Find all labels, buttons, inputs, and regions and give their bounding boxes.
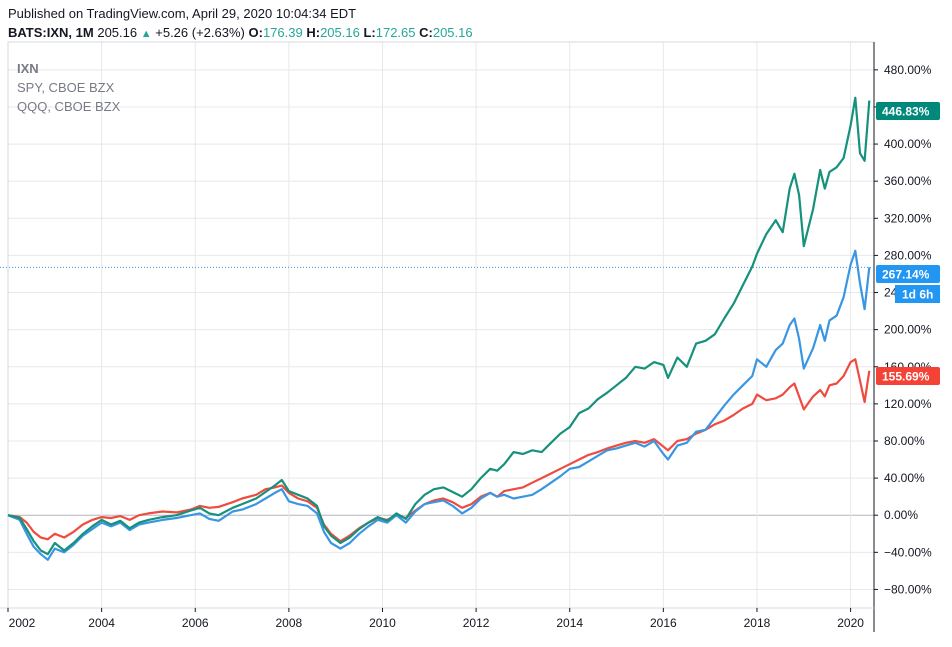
high-value: 205.16 bbox=[320, 25, 360, 40]
y-tick-label: 400.00% bbox=[884, 137, 932, 151]
y-tick-label: 80.00% bbox=[884, 434, 925, 448]
x-tick-label: 2006 bbox=[182, 616, 209, 630]
series-line-ixn[interactable] bbox=[7, 96, 871, 556]
chart-grid bbox=[7, 42, 874, 608]
price-change: +5.26 (+2.63%) bbox=[155, 25, 245, 40]
ixn-badge-bg bbox=[876, 102, 940, 120]
y-tick-label: 360.00% bbox=[884, 174, 932, 188]
close-label: C: bbox=[419, 25, 433, 40]
chart-legend[interactable]: IXN SPY, CBOE BZX QQQ, CBOE BZX bbox=[17, 61, 121, 114]
y-tick-label: 320.00% bbox=[884, 211, 932, 225]
series-line-qqq[interactable] bbox=[7, 249, 871, 561]
y-tick-label: −40.00% bbox=[884, 545, 932, 559]
ixn-badge-text: 446.83% bbox=[882, 105, 930, 119]
open-label: O: bbox=[248, 25, 263, 40]
low-value: 172.65 bbox=[375, 25, 416, 40]
time-axis[interactable]: 2002 2004 2006 2008 2010 2012 2014 2016 2018 2020 bbox=[7, 608, 864, 630]
x-tick-label: 2014 bbox=[556, 616, 583, 630]
y-tick-label: −80.00% bbox=[884, 582, 932, 596]
x-tick-label: 2018 bbox=[744, 616, 771, 630]
symbol-label[interactable]: BATS:IXN, 1M bbox=[8, 25, 94, 40]
qqq-badge-bg bbox=[876, 265, 940, 283]
y-tick-label: 480.00% bbox=[884, 63, 932, 77]
published-line: Published on TradingView.com, April 29, … bbox=[8, 6, 357, 21]
legend-ixn[interactable]: IXN bbox=[17, 61, 39, 76]
chart-header: Published on TradingView.com, April 29, … bbox=[8, 4, 908, 44]
up-arrow-icon: ▲ bbox=[140, 28, 152, 40]
y-tick-label: 0.00% bbox=[884, 508, 918, 522]
x-tick-label: 2020 bbox=[837, 616, 864, 630]
y-tick-label: 280.00% bbox=[884, 248, 932, 262]
y-tick-label: 200.00% bbox=[884, 323, 932, 337]
countdown-badge-bg bbox=[895, 285, 940, 303]
spy-badge-bg bbox=[876, 367, 940, 385]
ohlc-line: BATS:IXN, 1M 205.16 ▲ +5.26 (+2.63%) O:1… bbox=[8, 23, 908, 44]
close-value: 205.16 bbox=[432, 25, 473, 40]
series-lines[interactable] bbox=[7, 96, 871, 561]
ixn-last-value-badge: 446.83% bbox=[876, 102, 940, 120]
x-tick-label: 2002 bbox=[9, 616, 36, 630]
price-axis[interactable]: −80.00%−40.00%0.00%40.00%80.00%120.00%16… bbox=[874, 63, 932, 597]
qqq-badge-text: 267.14% bbox=[882, 268, 930, 282]
high-label: H: bbox=[306, 25, 321, 40]
qqq-last-value-badge: 267.14% 1d 6h bbox=[876, 265, 940, 303]
legend-qqq[interactable]: QQQ, CBOE BZX bbox=[17, 99, 121, 114]
y-tick-label: 40.00% bbox=[884, 471, 925, 485]
x-tick-label: 2016 bbox=[650, 616, 677, 630]
x-tick-label: 2004 bbox=[88, 616, 115, 630]
y-tick-label: 120.00% bbox=[884, 397, 932, 411]
spy-badge-text: 155.69% bbox=[882, 370, 930, 384]
spy-last-value-badge: 155.69% bbox=[876, 367, 940, 385]
x-tick-label: 2010 bbox=[369, 616, 396, 630]
x-tick-label: 2012 bbox=[463, 616, 490, 630]
countdown-text: 1d 6h bbox=[902, 288, 933, 302]
legend-spy[interactable]: SPY, CBOE BZX bbox=[17, 80, 115, 95]
series-line-spy[interactable] bbox=[7, 358, 871, 543]
last-price: 205.16 bbox=[97, 25, 138, 40]
x-tick-label: 2008 bbox=[276, 616, 303, 630]
low-label: L: bbox=[363, 25, 376, 40]
open-value: 176.39 bbox=[262, 25, 303, 40]
